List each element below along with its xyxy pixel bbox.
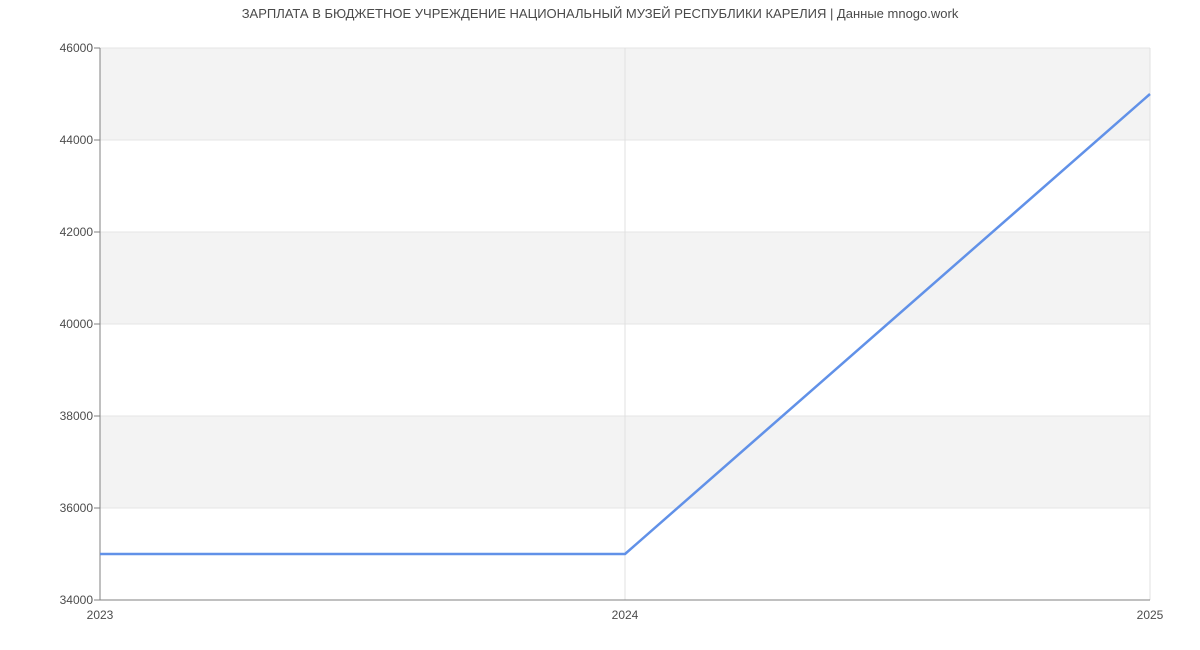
x-tick-label: 2025 [1136,608,1164,622]
chart-title: ЗАРПЛАТА В БЮДЖЕТНОЕ УЧРЕЖДЕНИЕ НАЦИОНАЛ… [241,6,959,21]
y-tick-label: 40000 [59,317,93,331]
y-tick-label: 34000 [59,593,93,607]
x-tick-label: 2024 [611,608,639,622]
y-tick-label: 46000 [59,41,93,55]
salary-series-line [100,93,1151,556]
y-tick-label: 38000 [59,409,93,423]
y-tick-label: 36000 [59,501,93,515]
y-tick-label: 44000 [59,133,93,147]
y-tick-label: 42000 [59,225,93,239]
x-tick-label: 2023 [86,608,114,622]
